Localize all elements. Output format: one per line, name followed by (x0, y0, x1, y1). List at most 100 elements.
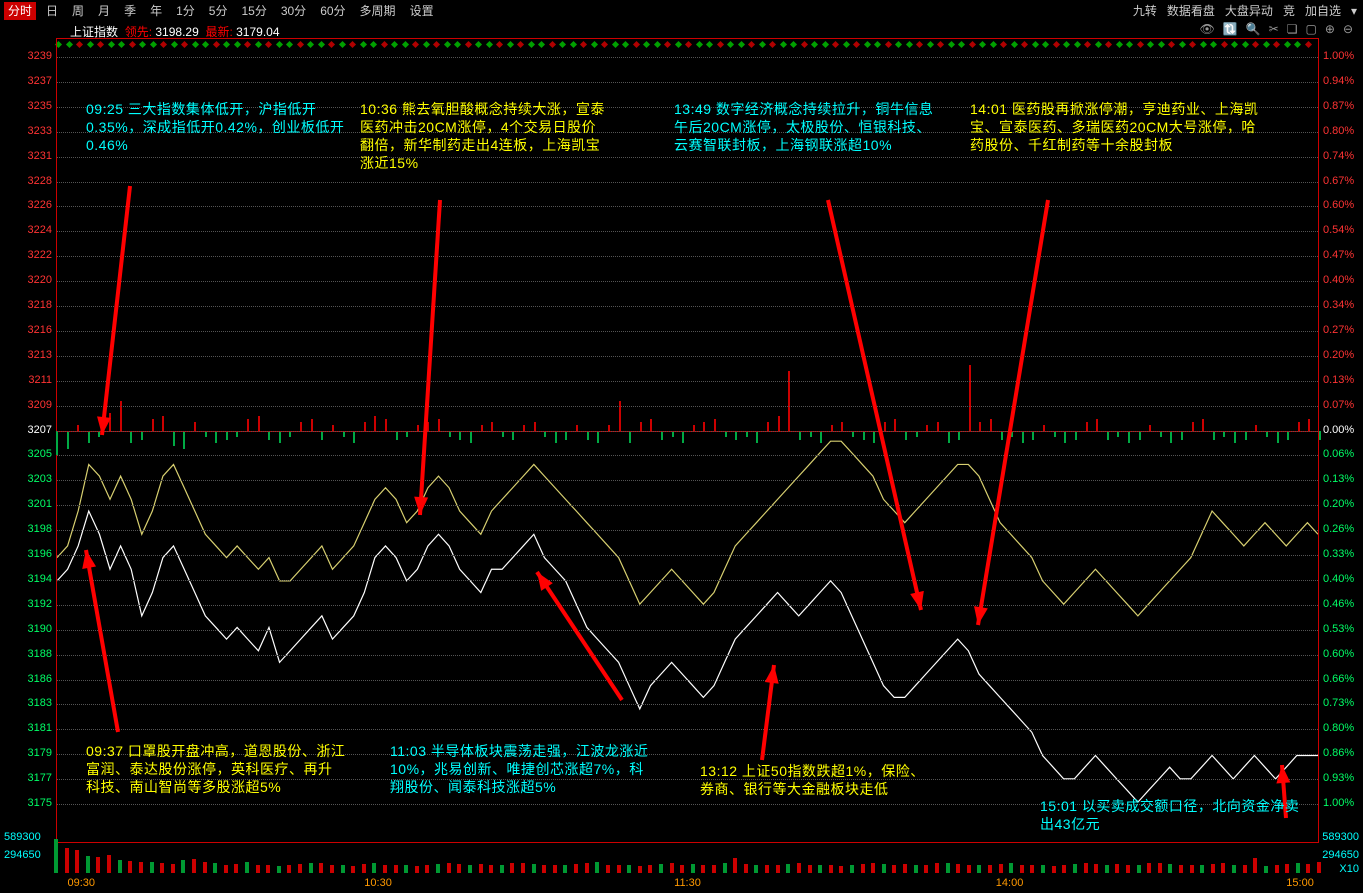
volume-bar (914, 865, 918, 873)
y-left-label: 3209 (2, 399, 52, 411)
volume-bar (563, 865, 567, 873)
volume-bar (489, 865, 493, 873)
volume-bar (1115, 864, 1119, 873)
timeframe-btn[interactable]: 年 (146, 2, 166, 20)
volume-bar (892, 865, 896, 874)
timeframe-btn[interactable]: 60分 (316, 2, 349, 20)
volume-y-left: 589300 (4, 831, 41, 843)
volume-bar (277, 866, 281, 873)
volume-bar (447, 863, 451, 873)
volume-bar (1179, 865, 1183, 874)
volume-bar (861, 864, 865, 873)
volume-bar (617, 865, 621, 873)
header-icon[interactable]: ✂ (1269, 22, 1279, 36)
volume-bar (65, 848, 69, 874)
volume-bar (776, 865, 780, 873)
annotation-text: 09:25 三大指数集体低开，沪指低开0.35%，深成指低开0.42%，创业板低… (86, 100, 346, 154)
volume-bar (797, 863, 801, 873)
y-left-label: 3198 (2, 523, 52, 535)
volume-bar (988, 865, 992, 873)
y-right-label: 0.34% (1323, 299, 1363, 311)
y-right-label: 0.93% (1323, 772, 1363, 784)
volume-bar (181, 860, 185, 873)
volume-bar (1020, 865, 1024, 874)
volume-bar (829, 865, 833, 873)
volume-bar (553, 865, 557, 873)
tool-btn[interactable]: 数据看盘 (1167, 2, 1215, 20)
timeframe-btn[interactable]: 30分 (277, 2, 310, 20)
x-axis-label: 15:00 (1286, 877, 1314, 889)
volume-bar (542, 865, 546, 874)
volume-bar (1009, 863, 1013, 873)
y-right-label: 0.80% (1323, 125, 1363, 137)
timeframe-btn[interactable]: 1分 (172, 2, 199, 20)
latest-value: 3179.04 (236, 25, 279, 39)
volume-bar (903, 864, 907, 873)
y-right-label: 0.46% (1323, 598, 1363, 610)
y-right-label: 0.00% (1323, 424, 1363, 436)
volume-bar (1317, 862, 1321, 873)
volume-bar (638, 866, 642, 873)
timeframe-btn[interactable]: 设置 (406, 2, 438, 20)
timeframe-btn[interactable]: 周 (68, 2, 88, 20)
volume-bar (1264, 866, 1268, 873)
timeframe-btn[interactable]: 季 (120, 2, 140, 20)
volume-panel (56, 837, 1319, 873)
header-icon[interactable]: ⊖ (1343, 22, 1353, 36)
tool-btn[interactable]: 大盘异动 (1225, 2, 1273, 20)
y-left-label: 3216 (2, 324, 52, 336)
tool-btn[interactable]: 加自选 (1305, 2, 1341, 20)
dropdown-icon[interactable]: ▾ (1351, 2, 1357, 20)
tool-btn[interactable]: 竞 (1283, 2, 1295, 20)
volume-bar (118, 860, 122, 873)
volume-bar (712, 865, 716, 874)
y-right-label: 0.26% (1323, 523, 1363, 535)
volume-bar (287, 865, 291, 874)
volume-bar (203, 862, 207, 873)
volume-bar (160, 863, 164, 873)
header-icon[interactable]: ▢ (1306, 22, 1317, 36)
tool-btn[interactable]: 九转 (1133, 2, 1157, 20)
price-plot[interactable] (56, 38, 1319, 843)
timeframe-btn[interactable]: 月 (94, 2, 114, 20)
volume-bar (648, 865, 652, 874)
volume-bar (1200, 865, 1204, 873)
y-left-label: 3186 (2, 673, 52, 685)
y-right-label: 0.66% (1323, 673, 1363, 685)
volume-bar (670, 863, 674, 873)
timeframe-btn[interactable]: 分时 (4, 2, 36, 20)
volume-bar (935, 863, 939, 873)
header-icon[interactable]: 👁 (1200, 22, 1215, 36)
y-left-label: 3226 (2, 199, 52, 211)
y-left-label: 3188 (2, 648, 52, 660)
timeframe-btn[interactable]: 多周期 (356, 2, 400, 20)
y-left-label: 3190 (2, 623, 52, 635)
header-icon[interactable]: 🔍 (1246, 22, 1261, 36)
volume-bar (266, 865, 270, 873)
header-icon[interactable]: 🔃 (1223, 22, 1238, 36)
volume-bar (54, 839, 58, 873)
timeframe-btn[interactable]: 日 (42, 2, 62, 20)
volume-bar (595, 862, 599, 873)
y-right-label: 1.00% (1323, 50, 1363, 62)
timeframe-btn[interactable]: 5分 (205, 2, 232, 20)
header-icon[interactable]: ❏ (1287, 22, 1298, 36)
header-icon[interactable]: ⊕ (1325, 22, 1335, 36)
volume-bar (1296, 863, 1300, 873)
volume-bar (786, 864, 790, 873)
volume-bar (128, 861, 132, 873)
volume-bar (1084, 863, 1088, 873)
timeframe-btn[interactable]: 15分 (237, 2, 270, 20)
volume-bar (372, 863, 376, 873)
y-left-label: 3231 (2, 150, 52, 162)
lead-label: 领先: (125, 25, 152, 39)
volume-bar (1221, 863, 1225, 873)
volume-bar (1253, 858, 1257, 873)
volume-bar (213, 863, 217, 873)
y-right-label: 0.20% (1323, 349, 1363, 361)
volume-bar (1243, 865, 1247, 873)
volume-bar (606, 865, 610, 874)
volume-bar (351, 866, 355, 873)
volume-bar (75, 850, 79, 873)
volume-bar (404, 865, 408, 873)
